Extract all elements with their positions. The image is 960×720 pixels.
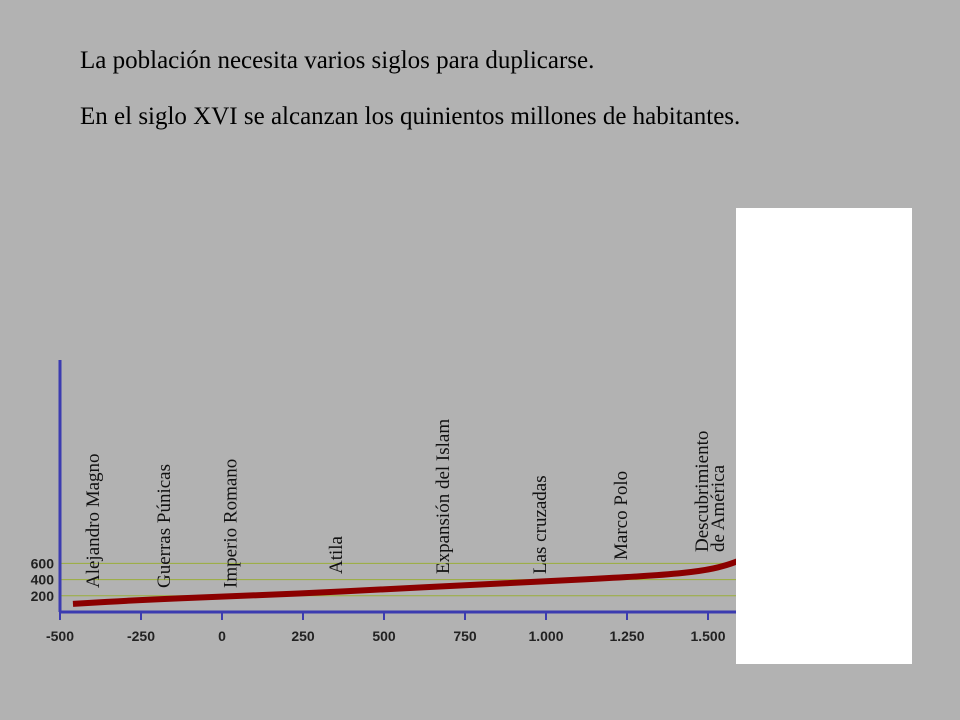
white-panel (736, 208, 912, 664)
x-tick-label: -250 (127, 628, 155, 644)
x-tick-label: 750 (453, 628, 477, 644)
y-tick-label: 200 (31, 588, 55, 604)
x-tick-label: 0 (218, 628, 226, 644)
event-label: Descubrimiento (692, 431, 713, 552)
subheading: En el siglo XVI se alcanzan los quinient… (80, 103, 741, 130)
x-tick-label: 500 (372, 628, 396, 644)
y-tick-label: 400 (31, 572, 55, 588)
heading: La población necesita varios siglos para… (80, 47, 595, 74)
event-label: Marco Polo (611, 471, 632, 560)
y-tick-label: 600 (31, 555, 55, 571)
event-label: Atila (326, 535, 347, 574)
axes (58, 360, 762, 620)
x-tick-label: 250 (291, 628, 315, 644)
x-tick-label: 1.500 (690, 628, 725, 644)
event-annotations: Alejandro Magno Guerras Púnicas Imperio Ro… (83, 419, 729, 588)
event-label: Guerras Púnicas (154, 464, 175, 588)
event-label: Alejandro Magno (83, 453, 104, 588)
x-tick-label: -500 (46, 628, 74, 644)
series-layer (72, 557, 742, 607)
x-tick-label: 1.250 (609, 628, 644, 644)
event-label: Expansión del Islam (433, 419, 454, 574)
x-tick-label: 1.000 (528, 628, 563, 644)
series-line-0 (72, 557, 742, 607)
event-label: de América (708, 464, 729, 552)
event-label: Imperio Romano (221, 459, 242, 588)
event-label: Las cruzadas (530, 475, 551, 574)
